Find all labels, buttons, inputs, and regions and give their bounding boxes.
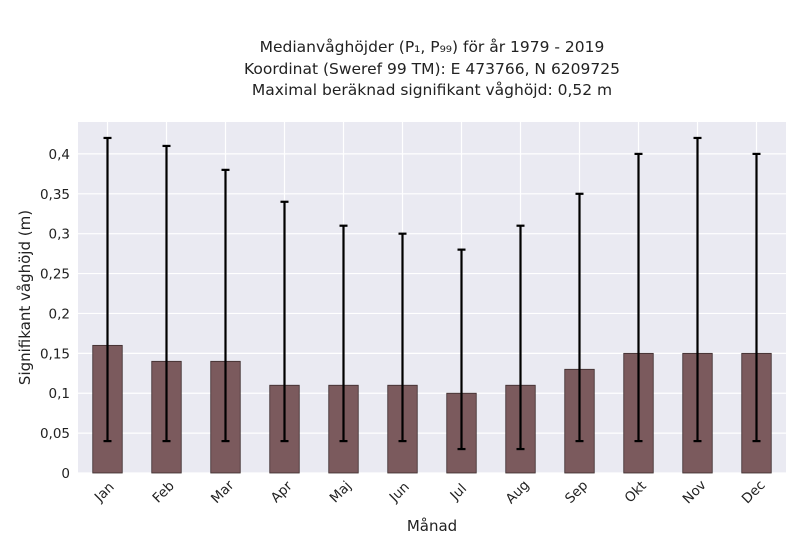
y-tick-label: 0,15 — [40, 346, 70, 362]
x-tick-label: Nov — [680, 477, 710, 507]
error-bar-sep — [575, 192, 584, 443]
x-tick-label: Aug — [503, 477, 533, 507]
x-tick-label: Jun — [386, 479, 413, 506]
y-tick-label: 0 — [61, 466, 70, 482]
x-tick-label: Sep — [562, 478, 591, 507]
error-bar-jan — [103, 136, 112, 443]
y-axis-ticks: 0 0,05 0,1 0,15 0,2 0,25 0,3 0,35 0,4 — [40, 147, 70, 482]
chart-title-line-3: Maximal beräknad signifikant våghöjd: 0,… — [252, 81, 612, 99]
x-tick-label: Maj — [327, 478, 355, 506]
error-bar-feb — [162, 144, 171, 443]
x-tick-label: Mar — [208, 477, 238, 507]
plot-area — [78, 122, 786, 473]
y-tick-label: 0,3 — [49, 227, 70, 243]
error-bar-mar — [221, 168, 230, 443]
x-tick-label: Dec — [739, 477, 769, 507]
error-bars — [103, 136, 761, 451]
error-bar-jun — [398, 232, 407, 443]
error-bar-aug — [516, 224, 525, 451]
y-tick-label: 0,35 — [40, 187, 70, 203]
error-bar-nov — [693, 136, 702, 443]
y-tick-label: 0,2 — [49, 306, 70, 322]
y-tick-label: 0,4 — [49, 147, 70, 163]
y-tick-label: 0,05 — [40, 426, 70, 442]
y-axis-label: Signifikant våghöjd (m) — [16, 210, 34, 385]
x-tick-label: Jan — [91, 479, 118, 506]
error-bar-okt — [634, 152, 643, 443]
error-bar-apr — [280, 200, 289, 443]
x-tick-label: Okt — [622, 478, 650, 506]
chart-title-line-2: Koordinat (Sweref 99 TM): E 473766, N 62… — [244, 60, 620, 78]
error-bar-maj — [339, 224, 348, 443]
x-tick-label: Feb — [150, 478, 178, 506]
chart-title: Medianvåghöjder (P₁, P₉₉) för år 1979 - … — [244, 38, 620, 99]
error-bar-jul — [457, 248, 466, 451]
x-tick-label: Apr — [268, 478, 296, 506]
y-tick-label: 0,25 — [40, 267, 70, 283]
x-axis-ticks: Jan Feb Mar Apr Maj Jun Jul Aug Sep Okt Nov Dec — [91, 477, 769, 507]
x-axis-label: Månad — [407, 517, 457, 535]
chart-title-line-1: Medianvåghöjder (P₁, P₉₉) för år 1979 - … — [260, 38, 605, 56]
y-tick-label: 0,1 — [49, 386, 70, 402]
error-bar-dec — [752, 152, 761, 443]
x-tick-label: Jul — [447, 481, 471, 505]
